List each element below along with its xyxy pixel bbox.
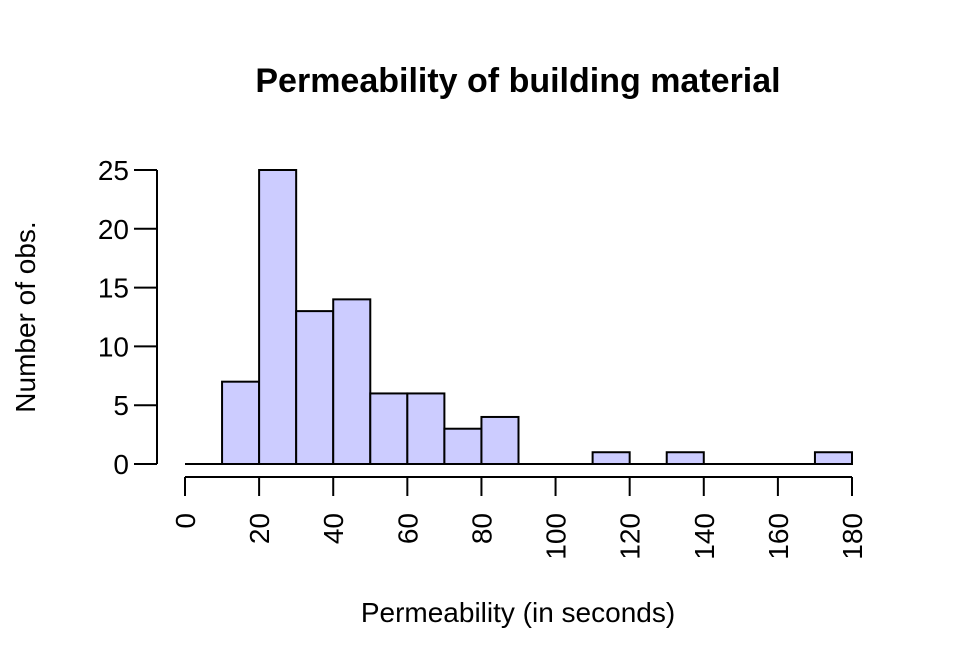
x-tick-label: 0 <box>170 513 201 529</box>
x-axis: 0 20 40 60 80 100 120 140 160 180 <box>170 476 868 560</box>
y-tick-label: 0 <box>113 449 129 480</box>
x-axis-label: Permeability (in seconds) <box>361 597 675 628</box>
histogram-bar <box>443 427 483 465</box>
y-tick-label: 15 <box>98 273 129 304</box>
histogram-bar <box>813 451 854 465</box>
histogram-bar <box>221 380 261 465</box>
x-tick-label: 40 <box>318 513 349 544</box>
histogram-bar <box>591 451 631 465</box>
histogram-bar <box>258 169 298 465</box>
chart-title: Permeability of building material <box>255 62 780 100</box>
x-tick-label: 140 <box>689 513 720 560</box>
histogram-bar <box>480 415 520 465</box>
y-tick-label: 20 <box>98 214 129 245</box>
x-tick-label: 120 <box>615 513 646 560</box>
x-tick-label: 100 <box>541 513 572 560</box>
bars-layer <box>221 169 854 465</box>
histogram-bar <box>406 392 446 465</box>
y-tick-label: 25 <box>98 155 129 186</box>
histogram-bar <box>295 310 335 465</box>
y-axis-label: Number of obs. <box>10 221 41 412</box>
histogram-bar <box>665 451 705 465</box>
y-axis: 0 5 10 15 20 25 <box>98 155 158 480</box>
histogram-bar <box>369 392 409 465</box>
x-tick-label: 80 <box>466 513 497 544</box>
x-tick-label: 60 <box>392 513 423 544</box>
histogram-bar <box>332 298 372 465</box>
x-tick-label: 160 <box>763 513 794 560</box>
x-tick-label: 20 <box>244 513 275 544</box>
x-tick-label: 180 <box>837 513 868 560</box>
y-tick-label: 5 <box>113 390 129 421</box>
y-tick-label: 10 <box>98 331 129 362</box>
